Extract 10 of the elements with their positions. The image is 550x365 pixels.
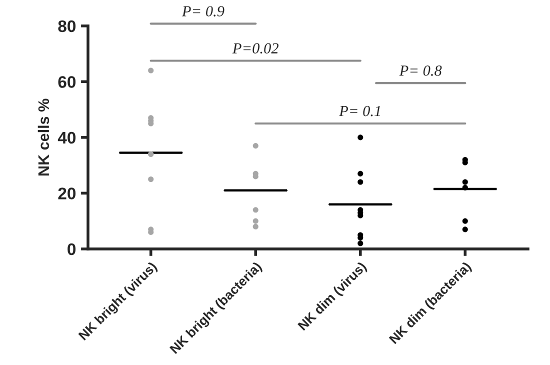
annotation: P=0.02: [232, 43, 278, 54]
y-tick-label: 40: [58, 132, 76, 144]
annotation: P= 0.8: [399, 65, 442, 76]
y-tick-label: 60: [58, 76, 76, 88]
y-tick-label: 20: [58, 188, 76, 200]
annotation: P= 0.1: [339, 106, 380, 116]
text: P= 0.9: [182, 6, 224, 16]
y-tick-label: 0: [68, 243, 76, 256]
y-axis-title: NK cells %: [38, 98, 50, 176]
y-tick-label: 80: [58, 20, 76, 32]
